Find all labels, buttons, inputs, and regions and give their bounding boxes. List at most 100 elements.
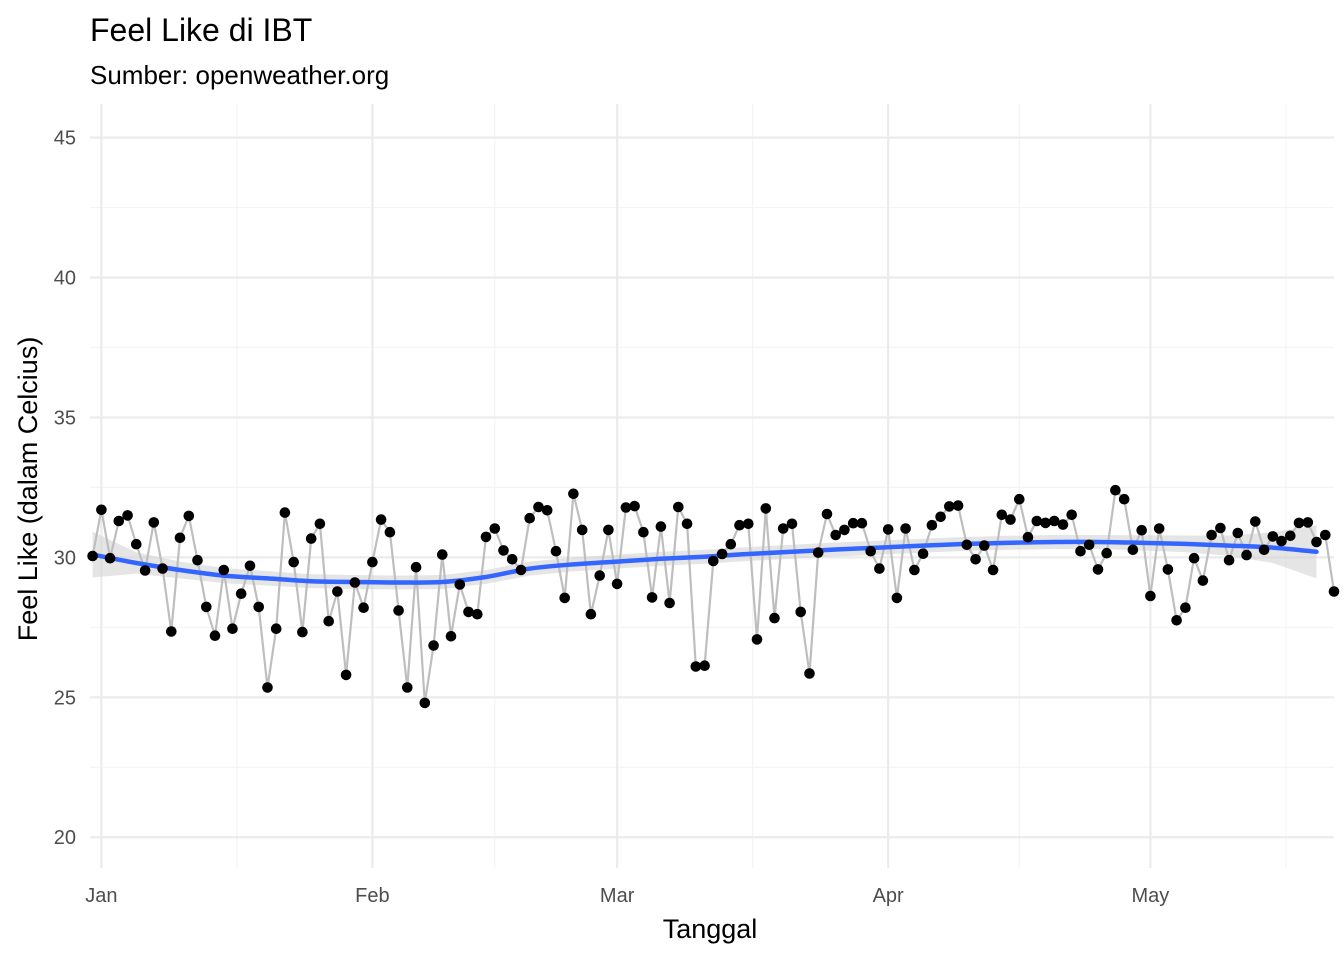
data-point [279, 507, 291, 518]
data-point [1162, 564, 1174, 575]
x-tick-label: May [1132, 885, 1170, 907]
data-point [174, 532, 186, 544]
data-point [917, 548, 929, 559]
data-point [970, 554, 981, 565]
data-point [743, 518, 754, 530]
data-point [926, 519, 938, 531]
y-tick-label: 45 [54, 128, 76, 150]
data-point [524, 512, 535, 524]
data-point [349, 577, 361, 588]
data-point [1110, 484, 1121, 496]
data-point [795, 606, 806, 618]
data-point [201, 601, 212, 613]
data-point [183, 510, 195, 522]
data-point [1005, 514, 1016, 525]
data-point [952, 500, 964, 511]
data-point [393, 605, 404, 616]
data-point [1153, 523, 1165, 534]
chart-subtitle: Sumber: openweather.org [90, 60, 389, 90]
data-point [113, 515, 125, 527]
data-point [384, 526, 396, 538]
data-point [673, 501, 684, 513]
data-point [1022, 531, 1034, 543]
data-point [270, 623, 282, 634]
data-point [1188, 552, 1200, 564]
data-point [751, 634, 763, 645]
chart-title: Feel Like di IBT [90, 12, 312, 48]
y-tick-label: 30 [54, 547, 76, 569]
y-axis-title: Feel Like (dalam Celcius) [13, 337, 43, 642]
data-point [122, 510, 133, 521]
data-point [1118, 493, 1130, 505]
data-point [603, 524, 614, 536]
data-point [909, 564, 920, 576]
data-point [428, 640, 439, 651]
data-point [1092, 564, 1104, 575]
data-point [515, 564, 527, 576]
data-point [725, 538, 737, 550]
data-point [235, 588, 247, 599]
data-point [244, 560, 256, 572]
data-point [690, 661, 702, 672]
data-point [1311, 536, 1322, 548]
data-point [987, 564, 999, 576]
data-point [716, 548, 728, 560]
data-point [1127, 544, 1139, 556]
data-point [559, 592, 570, 604]
data-point [550, 545, 562, 557]
data-point [96, 504, 107, 516]
data-point [506, 554, 518, 565]
data-point [314, 518, 326, 530]
data-point [227, 623, 238, 634]
data-point [323, 615, 335, 627]
data-point [1040, 517, 1051, 529]
data-point [1180, 602, 1191, 613]
data-point [305, 533, 317, 544]
data-point [375, 514, 387, 525]
data-point [882, 524, 894, 535]
data-point [1197, 575, 1209, 586]
data-point [1136, 524, 1147, 536]
data-point [1145, 590, 1156, 602]
data-point [777, 523, 789, 534]
data-point [1320, 529, 1331, 541]
data-point [297, 626, 308, 638]
data-point [533, 501, 544, 513]
data-point [472, 608, 483, 620]
data-point [157, 563, 168, 574]
data-point [576, 524, 588, 536]
data-point [1031, 515, 1043, 527]
data-point [358, 602, 369, 613]
data-point [463, 606, 474, 618]
data-point [839, 524, 850, 536]
y-tick-label: 20 [54, 827, 76, 849]
data-point [786, 518, 798, 530]
data-points-layer [87, 484, 1340, 709]
data-point [891, 592, 903, 604]
data-point [900, 523, 911, 534]
data-point [979, 540, 990, 551]
y-tick-label: 35 [54, 407, 76, 429]
data-point [655, 521, 667, 532]
data-point [996, 509, 1008, 521]
data-point [594, 570, 605, 581]
data-point [1014, 493, 1025, 505]
data-point [1267, 531, 1279, 542]
data-point [568, 488, 579, 500]
smooth-trend-line [90, 539, 1319, 585]
trend-line-layer [90, 539, 1319, 585]
x-axis-title: Tanggal [663, 914, 758, 944]
data-point [262, 682, 273, 693]
data-point [1206, 529, 1217, 541]
data-point [1223, 554, 1235, 566]
data-point [856, 517, 868, 529]
data-point [944, 501, 955, 512]
data-point [340, 669, 352, 681]
data-point [699, 660, 710, 671]
data-point [646, 592, 658, 603]
data-point [541, 505, 553, 516]
data-point [218, 564, 230, 576]
data-point [131, 538, 142, 550]
